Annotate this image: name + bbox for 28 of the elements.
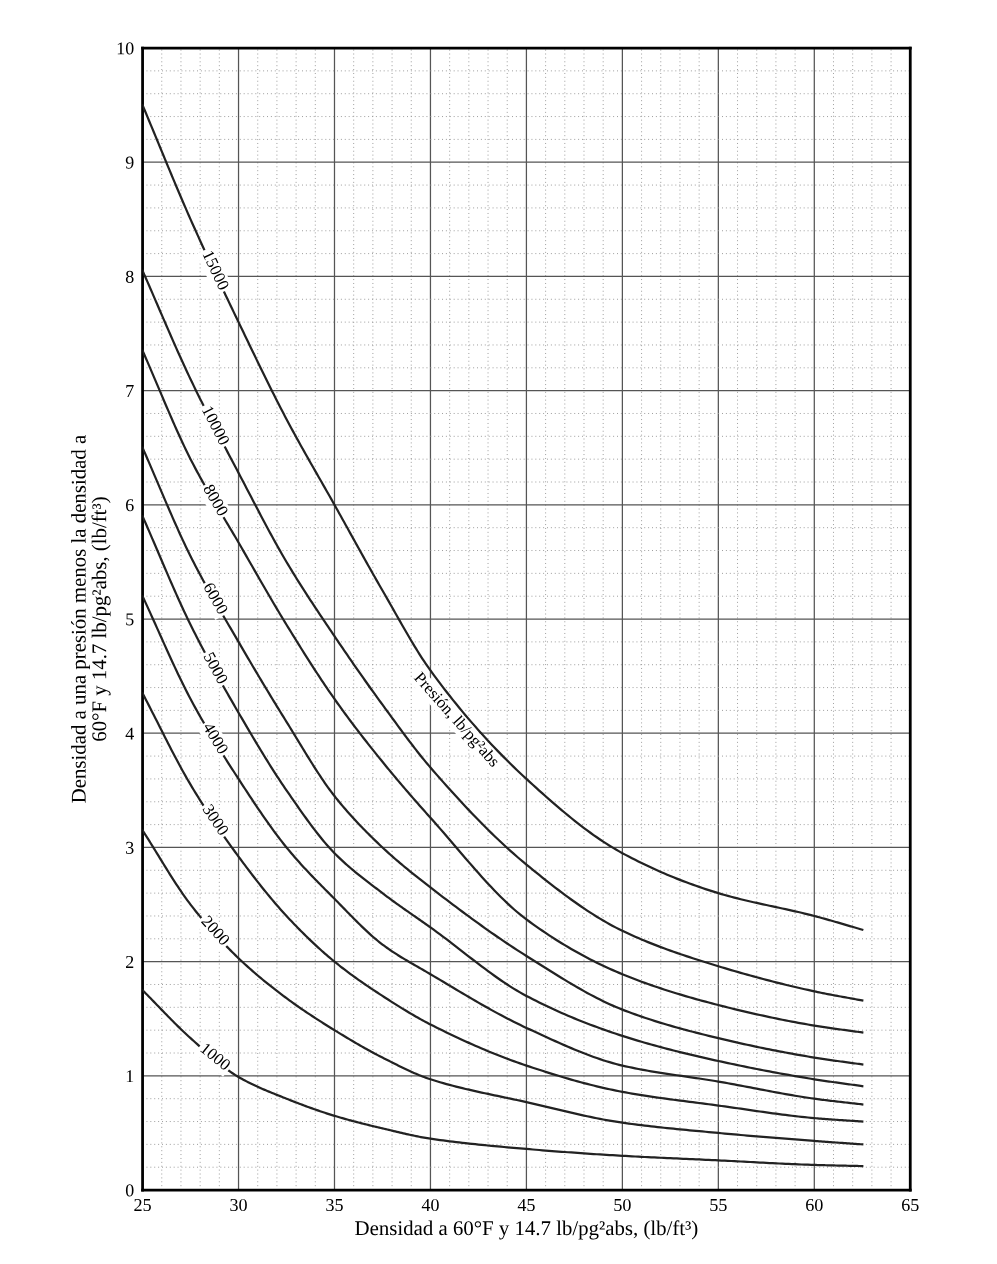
x-tick-label: 40 — [421, 1198, 439, 1212]
y-tick-label: 4 — [125, 727, 134, 740]
x-tick-label: 50 — [614, 1198, 631, 1212]
x-tick-label: 55 — [710, 1199, 727, 1212]
x-tick-label: 45 — [517, 1199, 535, 1212]
x-tick-label: 35 — [326, 1198, 343, 1212]
y-tick-label: 6 — [125, 499, 134, 512]
text: 10000 — [202, 405, 231, 446]
y-tick-label: 5 — [126, 613, 134, 626]
y-tick-label: 0 — [125, 1184, 134, 1197]
y-tick-label: 1 — [126, 1070, 134, 1083]
x-tick-label: 25 — [134, 1198, 151, 1212]
y-tick-label: 2 — [126, 955, 134, 968]
y-tick-label: 8 — [125, 270, 134, 283]
x-tick-label: 30 — [230, 1198, 247, 1212]
y-tick-label: 9 — [125, 156, 134, 169]
y-tick-label: 7 — [126, 385, 134, 397]
text: 6000 — [203, 581, 229, 616]
y-tick-label: 3 — [126, 841, 134, 854]
text: 15000 — [202, 250, 230, 291]
text: 8000 — [202, 483, 229, 517]
y-tick-label: 10 — [117, 42, 134, 55]
text: 5000 — [203, 651, 229, 685]
x-tick-label: 65 — [902, 1198, 919, 1212]
x-tick-label: 60 — [806, 1198, 823, 1212]
text: 1000 — [200, 1042, 232, 1071]
y-axis-title: Densidad a una presión menos la densidad a 60°F y 14.7 lb/pg²abs, (lb/ft³) — [71, 435, 111, 803]
x-axis-title: Densidad a 60°F y 14.7 lb/pg²abs, (lb/ft³) — [355, 1220, 698, 1240]
